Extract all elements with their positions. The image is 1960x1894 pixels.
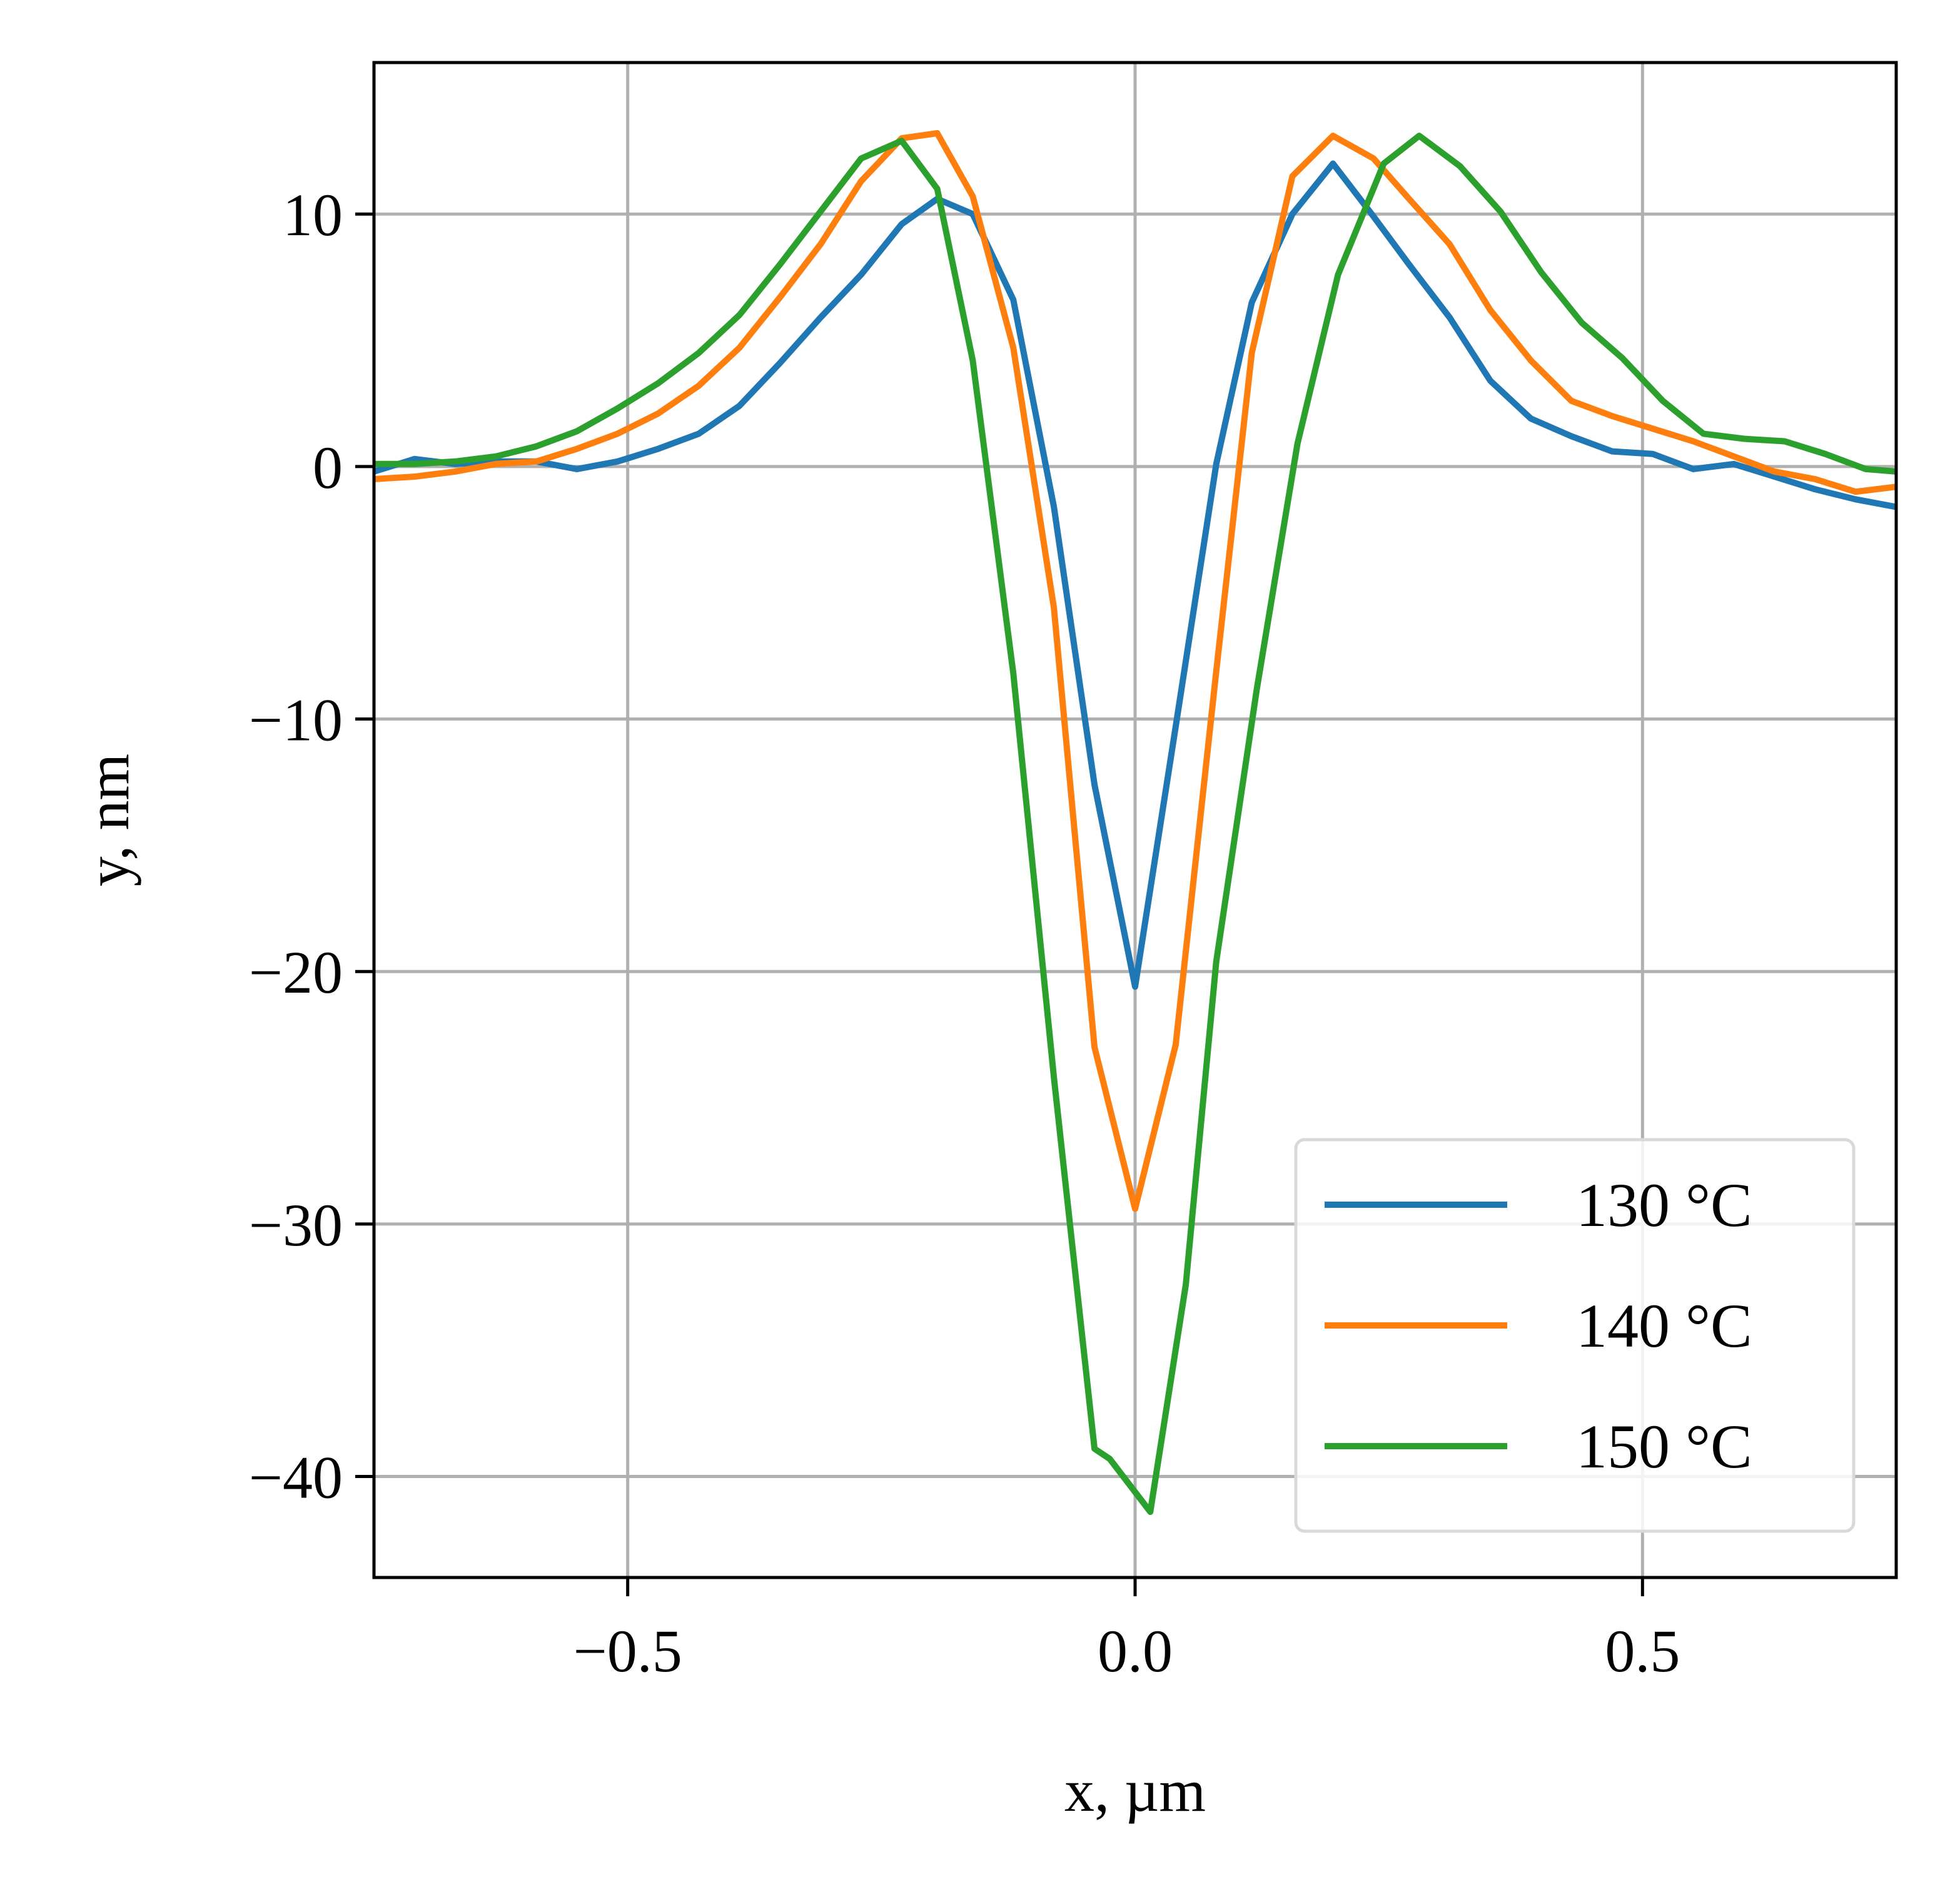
y-axis-label: y, nm xyxy=(74,754,141,886)
legend: 130 °C 140 °C 150 °C xyxy=(1294,1138,1856,1533)
series-line-1 xyxy=(374,160,1896,990)
x-tick-label: −0.5 xyxy=(573,1618,682,1684)
series-line-3 xyxy=(374,133,1896,1515)
legend-label-3: 150 °C xyxy=(1576,1412,1752,1481)
y-tick-label: −30 xyxy=(249,1192,343,1258)
y-tick-label: −20 xyxy=(249,939,343,1006)
series-group xyxy=(374,130,1896,1515)
x-tick-label: 0.5 xyxy=(1605,1618,1680,1684)
series-line-2 xyxy=(374,130,1896,1212)
axis-ticks: −0.5 0.0 0.5 10 0 −10 −20 −30 −40 xyxy=(249,181,1680,1684)
legend-box xyxy=(1294,1138,1856,1533)
y-tick-label: 0 xyxy=(313,434,343,501)
x-tick-label: 0.0 xyxy=(1098,1618,1173,1684)
y-tick-label: −10 xyxy=(249,687,343,754)
y-tick-label: 10 xyxy=(283,181,343,248)
y-tick-label: −40 xyxy=(249,1444,343,1511)
x-axis-label: x, µm xyxy=(1064,1757,1206,1824)
legend-label-2: 140 °C xyxy=(1576,1291,1752,1360)
legend-label-1: 130 °C xyxy=(1576,1170,1752,1240)
grid xyxy=(374,63,1896,1577)
